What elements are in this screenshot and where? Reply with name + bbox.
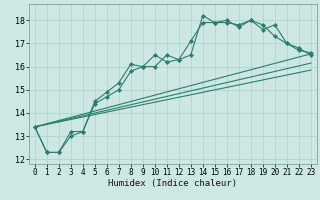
X-axis label: Humidex (Indice chaleur): Humidex (Indice chaleur)	[108, 179, 237, 188]
